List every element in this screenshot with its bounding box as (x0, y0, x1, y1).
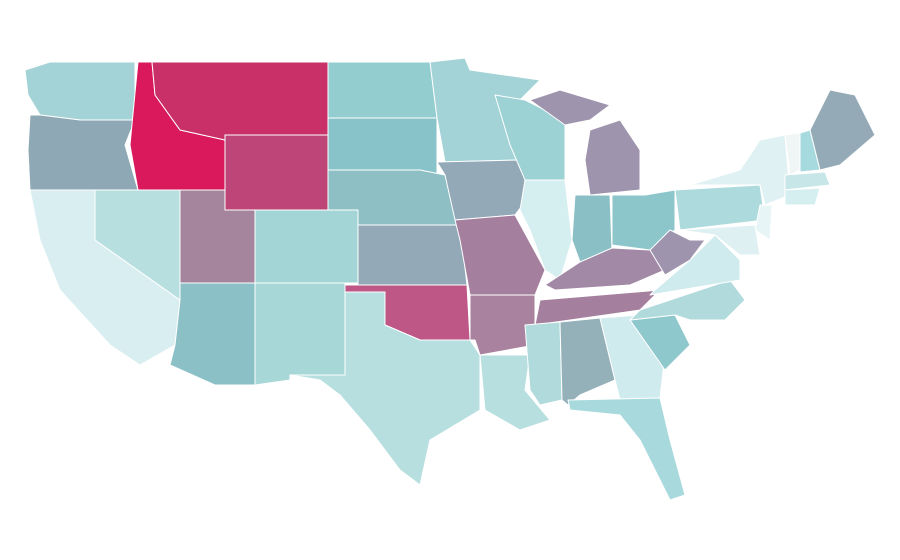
region (679, 224, 761, 256)
region (169, 282, 256, 386)
region (24, 61, 136, 121)
region (524, 321, 563, 406)
region (529, 89, 641, 196)
region (327, 61, 438, 119)
region (254, 282, 346, 386)
region (519, 179, 573, 281)
region (784, 187, 821, 206)
region (567, 397, 686, 501)
region (327, 117, 438, 176)
region (674, 184, 766, 231)
region (289, 291, 481, 486)
region (629, 279, 746, 321)
region (254, 209, 359, 284)
region (224, 134, 329, 211)
region (784, 171, 831, 191)
region (754, 204, 773, 241)
region (689, 134, 791, 206)
region (809, 89, 876, 171)
region (357, 224, 468, 286)
region (649, 229, 706, 276)
region (27, 114, 139, 191)
region (151, 61, 329, 141)
region (611, 189, 676, 251)
